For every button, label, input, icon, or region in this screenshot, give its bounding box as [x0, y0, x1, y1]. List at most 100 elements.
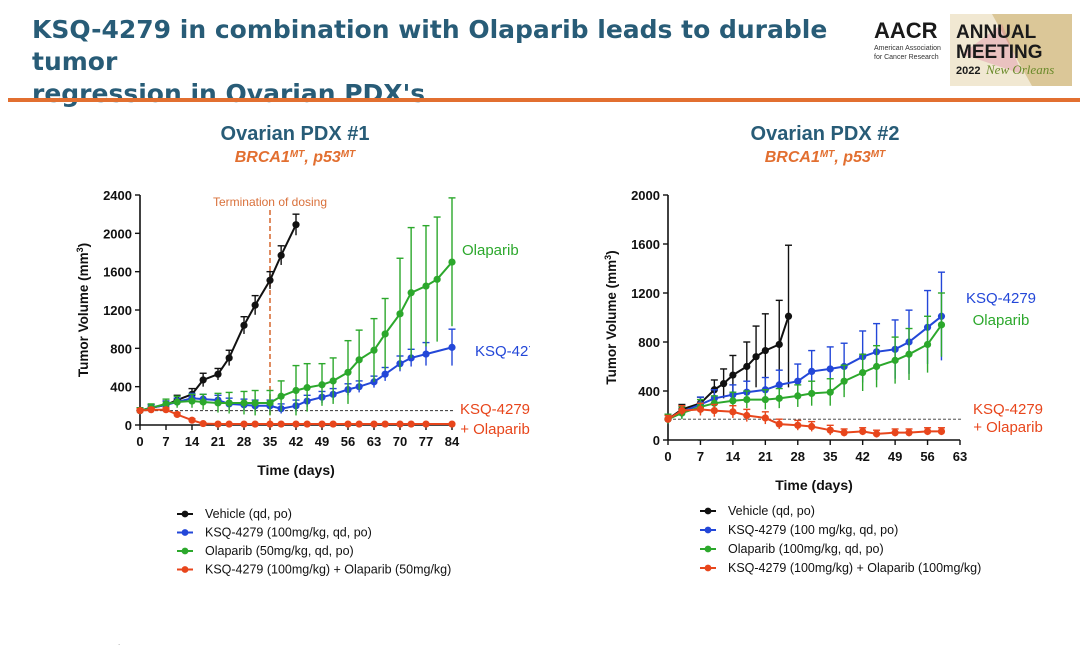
data-point: [794, 392, 802, 400]
data-point: [266, 276, 274, 284]
data-point: [173, 398, 181, 406]
data-point: [743, 362, 751, 371]
data-point: [277, 420, 285, 428]
data-point: [808, 389, 816, 398]
data-point: [407, 420, 415, 428]
data-point: [826, 426, 834, 434]
legend-marker: [704, 526, 712, 534]
legend-label: Olaparib (100mg/kg, qd, po): [728, 542, 884, 556]
data-point: [318, 420, 326, 428]
data-point: [162, 400, 170, 408]
data-point: [173, 410, 181, 419]
data-point: [266, 420, 274, 428]
data-point: [826, 365, 834, 373]
data-point: [251, 301, 259, 309]
legend-marker: [704, 507, 712, 515]
series-3: [664, 402, 946, 438]
x-tick-label: 28: [791, 449, 805, 464]
data-point: [225, 354, 233, 362]
ylabel-text: Tumor Volume (mm: [604, 260, 619, 385]
x-tick-label: 7: [162, 434, 169, 449]
data-point: [292, 420, 300, 428]
data-point: [775, 394, 783, 402]
series-2: [136, 197, 456, 416]
x-tick-label: 14: [726, 449, 741, 464]
data-point: [292, 386, 300, 395]
data-point: [381, 330, 389, 338]
data-point: [826, 388, 834, 396]
data-point: [859, 369, 867, 377]
subtitle-text: BRCA1: [235, 149, 290, 166]
legend-marker: [704, 564, 712, 572]
data-point: [840, 429, 848, 437]
x-tick-label: 49: [315, 434, 329, 449]
data-point: [729, 408, 737, 416]
data-point: [775, 381, 783, 389]
series-0: [136, 213, 300, 415]
data-point: [240, 321, 248, 329]
data-point: [761, 414, 769, 422]
x-tick-label: 28: [237, 434, 251, 449]
data-point: [188, 416, 196, 424]
data-point: [905, 350, 913, 358]
x-axis-label: Time (days): [775, 477, 853, 493]
subtitle-text: , p53: [303, 149, 341, 166]
series-line: [139, 224, 297, 412]
y-tick-label: 800: [638, 335, 660, 350]
data-point: [214, 399, 222, 407]
data-point: [303, 384, 311, 392]
data-point: [891, 429, 899, 437]
data-point: [448, 258, 456, 266]
data-point: [923, 427, 932, 436]
data-point: [937, 427, 946, 436]
data-point: [318, 381, 326, 389]
data-point: [729, 371, 737, 379]
y-tick-label: 1200: [103, 303, 132, 318]
data-point: [794, 377, 802, 385]
data-point: [808, 422, 816, 431]
y-tick-label: 0: [125, 418, 132, 433]
legend-label: KSQ-4279 (100 mg/kg, qd, po): [728, 523, 898, 537]
data-point: [710, 407, 718, 415]
data-point: [147, 406, 155, 414]
legend-marker: [181, 529, 189, 536]
data-point: [214, 420, 222, 428]
data-point: [240, 399, 248, 407]
x-tick-label: 56: [341, 434, 355, 449]
title-line-2: regression in Ovarian PDX's: [32, 79, 426, 108]
series-1: [664, 271, 946, 425]
ylabel-text: ): [76, 243, 91, 248]
x-tick-label: 63: [953, 449, 967, 464]
data-point: [729, 397, 737, 405]
logo-year: 2022: [956, 65, 980, 77]
subtitle-superscript: MT: [871, 149, 886, 160]
y-tick-label: 2400: [103, 188, 132, 203]
logo-meeting-line-1: ANNUAL: [956, 22, 1037, 43]
x-tick-label: 7: [697, 449, 704, 464]
legend-label: Vehicle (qd, po): [728, 504, 815, 518]
data-point: [784, 312, 793, 320]
data-point: [859, 427, 867, 436]
y-tick-label: 0: [653, 433, 660, 448]
logo-meeting-line-2: MEETING: [956, 42, 1043, 63]
logo-org-line-1: American Association: [874, 45, 941, 52]
data-point: [720, 380, 728, 388]
title-divider: [8, 98, 1080, 102]
data-point: [240, 420, 248, 428]
y-tick-label: 1200: [631, 286, 660, 301]
data-point: [162, 406, 170, 414]
series-2: [664, 292, 946, 425]
ylabel-text: ): [604, 250, 619, 255]
chart-subtitle: BRCA1MT, p53MT: [235, 149, 356, 167]
slide-title: KSQ-4279 in combination with Olaparib le…: [32, 14, 852, 110]
data-point: [355, 420, 363, 428]
data-point: [872, 362, 881, 371]
aacr-annual-meeting-logo: AACR American Association for Cancer Res…: [874, 14, 1072, 86]
x-tick-label: 63: [367, 434, 381, 449]
x-tick-label: 42: [855, 449, 869, 464]
curve-label: + Olaparib: [460, 421, 530, 438]
data-point: [407, 289, 415, 297]
data-point: [329, 420, 337, 428]
x-tick-label: 14: [185, 434, 200, 449]
